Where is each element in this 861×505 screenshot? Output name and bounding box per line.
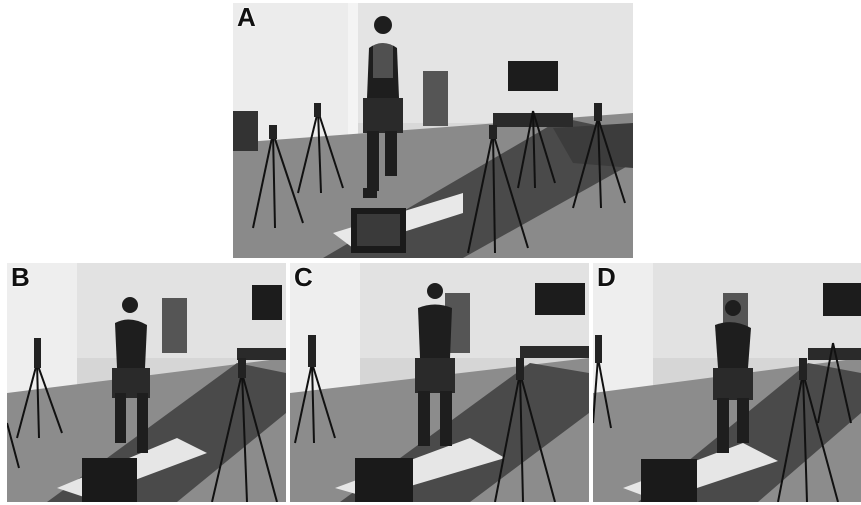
photo-panel-a: A (233, 3, 633, 258)
panel-label-d: D (597, 263, 616, 292)
lab-photo-a (233, 3, 633, 258)
photo-panel-b: B (7, 263, 286, 502)
panel-label-b: B (11, 263, 30, 292)
photo-panel-d: D (593, 263, 861, 502)
panel-label-c: C (294, 263, 313, 292)
photo-panel-c: C (290, 263, 589, 502)
panel-label-a: A (237, 3, 256, 32)
lab-photo-c (290, 263, 589, 502)
lab-photo-b (7, 263, 286, 502)
lab-photo-d (593, 263, 861, 502)
